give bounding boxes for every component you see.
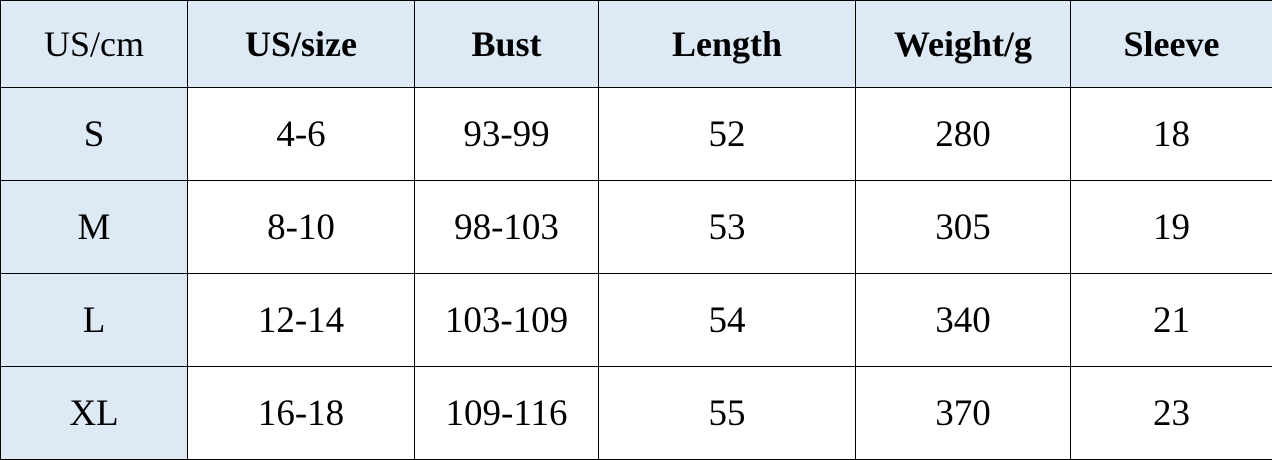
cell-us-cm: XL (1, 367, 188, 460)
header-length: Length (599, 1, 856, 88)
cell-length: 55 (599, 367, 856, 460)
cell-sleeve: 18 (1071, 88, 1272, 181)
cell-us-size: 8-10 (188, 181, 415, 274)
header-bust: Bust (415, 1, 599, 88)
cell-us-size: 16-18 (188, 367, 415, 460)
header-us-size: US/size (188, 1, 415, 88)
cell-us-cm: L (1, 274, 188, 367)
header-weight: Weight/g (856, 1, 1071, 88)
cell-length: 53 (599, 181, 856, 274)
cell-us-cm: S (1, 88, 188, 181)
header-sleeve: Sleeve (1071, 1, 1272, 88)
cell-length: 52 (599, 88, 856, 181)
header-us-cm: US/cm (1, 1, 188, 88)
cell-us-cm: M (1, 181, 188, 274)
cell-weight: 280 (856, 88, 1071, 181)
cell-weight: 305 (856, 181, 1071, 274)
cell-sleeve: 19 (1071, 181, 1272, 274)
cell-sleeve: 23 (1071, 367, 1272, 460)
cell-us-size: 12-14 (188, 274, 415, 367)
cell-length: 54 (599, 274, 856, 367)
cell-bust: 103-109 (415, 274, 599, 367)
cell-weight: 370 (856, 367, 1071, 460)
cell-us-size: 4-6 (188, 88, 415, 181)
cell-sleeve: 21 (1071, 274, 1272, 367)
cell-weight: 340 (856, 274, 1071, 367)
cell-bust: 109-116 (415, 367, 599, 460)
cell-bust: 93-99 (415, 88, 599, 181)
cell-bust: 98-103 (415, 181, 599, 274)
